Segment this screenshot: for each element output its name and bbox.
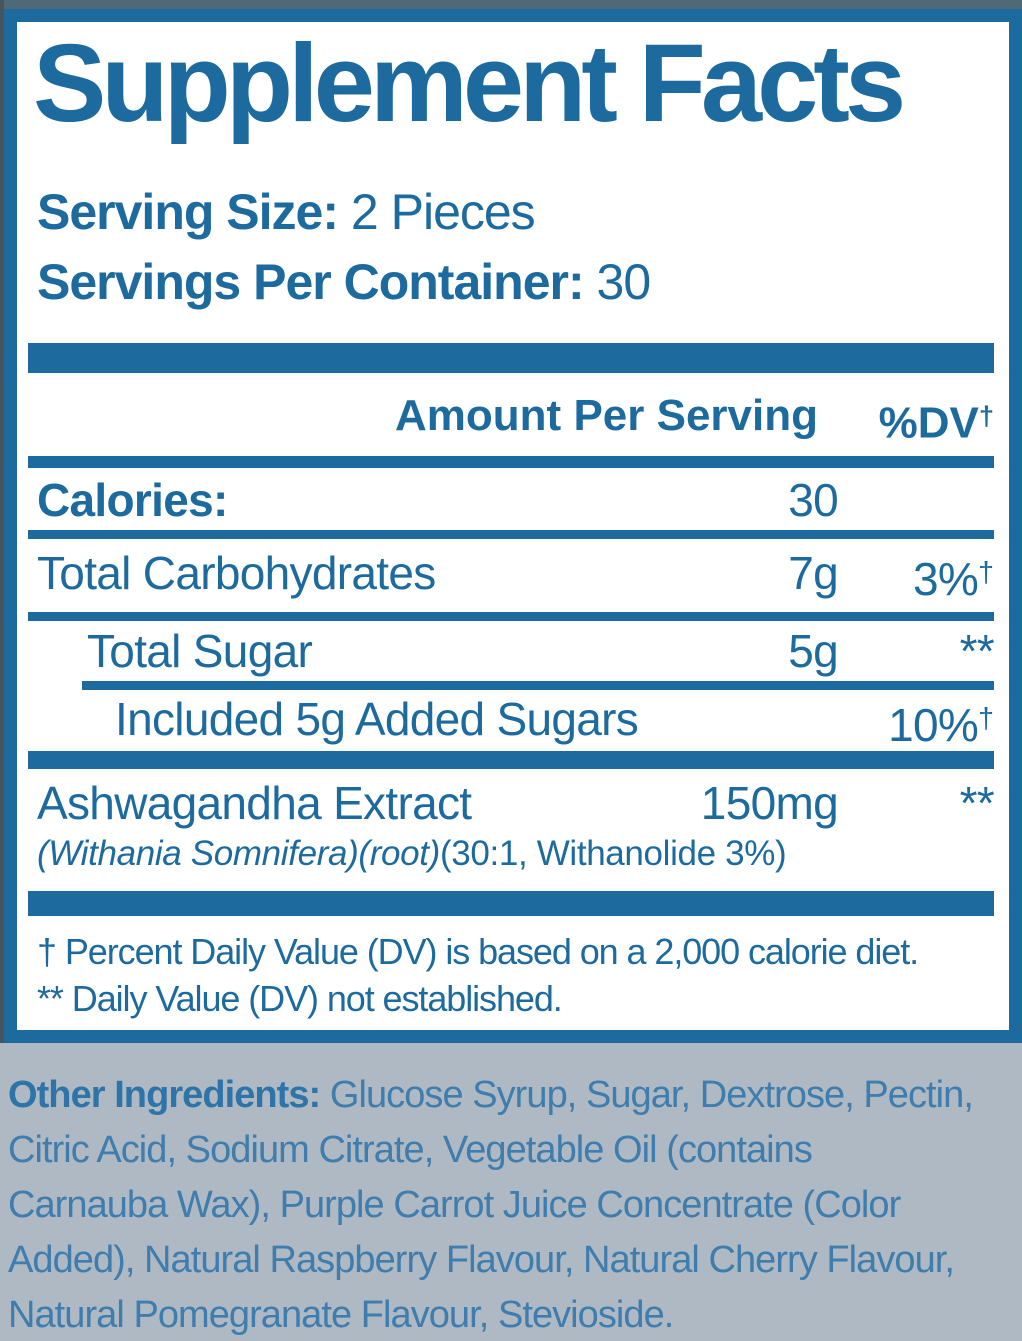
- other-ingredients-line: Natural Pomegranate Flavour, Stevioside.: [8, 1294, 674, 1336]
- row-amount: 30: [788, 473, 838, 526]
- other-ingredients-line: Citric Acid, Sodium Citrate, Vegetable O…: [8, 1129, 813, 1171]
- row-amount: 150mg: [700, 777, 839, 830]
- table-row-total-sugar: Total Sugar 5g **: [37, 621, 995, 681]
- row-name: Calories:: [37, 473, 228, 526]
- other-ingredients-section: Other Ingredients: Glucose Syrup, Sugar,…: [0, 1043, 1022, 1341]
- species-plain-text: (30:1, Withanolide 3%): [439, 834, 787, 874]
- footnote-dv-not-established: ** Daily Value (DV) not established.: [37, 978, 563, 1020]
- ashwagandha-main-line: Ashwagandha Extract 150mg **: [37, 777, 995, 830]
- row-dv-text: 3%: [913, 552, 979, 605]
- serving-size-value: 2 Pieces: [350, 183, 536, 240]
- footnote-percent-dv: † Percent Daily Value (DV) is based on a…: [37, 931, 919, 973]
- rule-below-calories: [28, 529, 994, 539]
- servings-per-container-label: Servings Per Container:: [37, 253, 585, 310]
- footnotes: † Percent Daily Value (DV) is based on a…: [37, 916, 994, 1022]
- serving-info: Serving Size: 2 Pieces Servings Per Cont…: [37, 177, 994, 317]
- separator-bar-thick-bottom: [28, 891, 994, 917]
- supplement-facts-panel: Supplement Facts Serving Size: 2 Pieces …: [4, 9, 1022, 1043]
- rule-below-total-sugar: [82, 681, 994, 691]
- row-dv-text: 10%: [888, 699, 979, 752]
- servings-per-container-value: 30: [596, 253, 652, 310]
- other-ingredients-line: Added), Natural Raspberry Flavour, Natur…: [8, 1239, 955, 1281]
- amount-per-serving-header: Amount Per Serving: [395, 390, 818, 440]
- row-dv: **: [959, 777, 995, 830]
- row-amount: 5g: [788, 625, 838, 678]
- separator-bar-thick-top: [28, 342, 994, 373]
- table-row-added-sugars: Included 5g Added Sugars 10%†: [37, 690, 994, 751]
- row-amount: 7g: [788, 546, 838, 599]
- dagger-symbol: †: [978, 703, 994, 736]
- row-name: Total Sugar: [87, 625, 313, 678]
- table-row-calories: Calories: 30: [37, 468, 994, 530]
- species-italic-text: (Withania Somnifera)(root): [37, 834, 440, 874]
- row-name: Included 5g Added Sugars: [115, 693, 639, 746]
- left-edge-strip: [0, 0, 4, 1043]
- other-ingredients-label: Other Ingredients:: [8, 1074, 321, 1116]
- row-dv: 3%†: [838, 547, 994, 605]
- row-dv: 10%†: [838, 693, 994, 751]
- row-dv: **: [959, 625, 995, 678]
- other-ingredients-line: Other Ingredients: Glucose Syrup, Sugar,…: [8, 1068, 1014, 1123]
- row-name: Total Carbohydrates: [37, 546, 436, 599]
- table-row-total-carbohydrates: Total Carbohydrates 7g 3%†: [37, 539, 994, 613]
- top-edge-strip: [0, 0, 1022, 9]
- ashwagandha-species-line: (Withania Somnifera)(root)(30:1, Withano…: [37, 831, 994, 877]
- rule-below-total-carbohydrates: [28, 612, 994, 622]
- separator-bar-thick-middle: [28, 751, 994, 770]
- dagger-symbol: †: [978, 556, 994, 589]
- other-ingredients-line: Carnauba Wax), Purple Carrot Juice Conce…: [8, 1184, 901, 1226]
- percent-dv-header-text: %DV: [878, 397, 979, 447]
- serving-size-line: Serving Size: 2 Pieces: [37, 177, 994, 247]
- other-ingredients-text: Glucose Syrup, Sugar, Dextrose, Pectin,: [329, 1074, 974, 1116]
- serving-size-label: Serving Size:: [37, 183, 339, 240]
- table-row-ashwagandha: Ashwagandha Extract 150mg ** (Withania S…: [37, 769, 995, 885]
- rule-below-header: [28, 455, 994, 468]
- row-name: Ashwagandha Extract: [37, 777, 472, 830]
- table-header-row: Amount Per Serving %DV†: [37, 387, 994, 447]
- dagger-symbol: †: [978, 399, 994, 431]
- servings-per-container-line: Servings Per Container: 30: [37, 247, 994, 317]
- panel-title: Supplement Facts: [33, 22, 906, 145]
- percent-dv-header: %DV†: [879, 387, 994, 452]
